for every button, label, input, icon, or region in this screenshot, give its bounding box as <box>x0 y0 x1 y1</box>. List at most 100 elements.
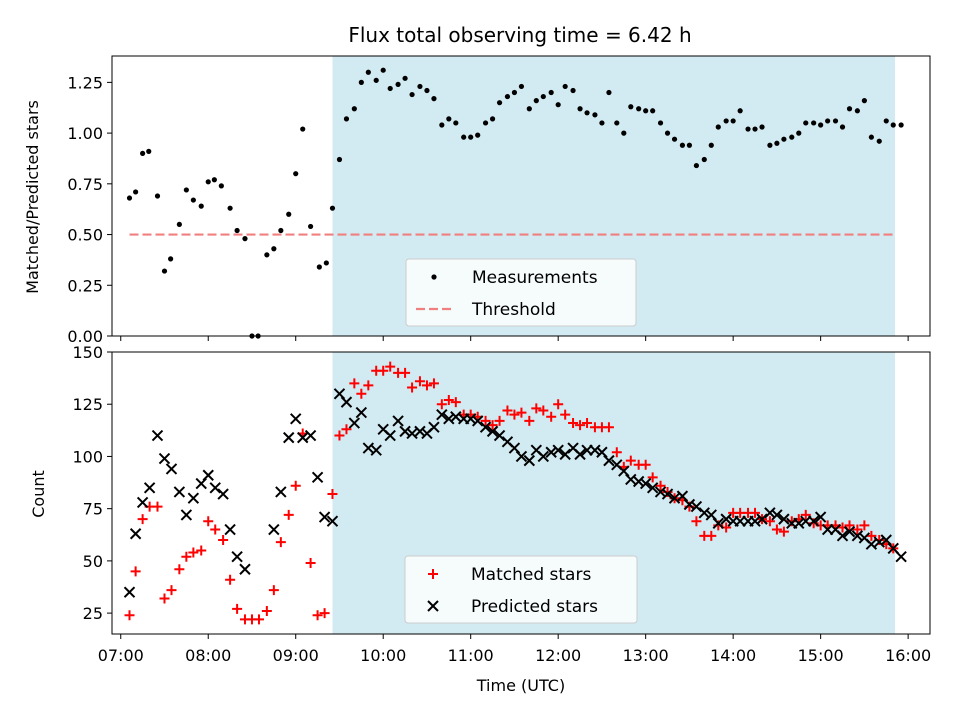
predicted-star-point <box>239 563 251 575</box>
matched-star-point <box>305 557 316 568</box>
measurements-series <box>126 67 904 339</box>
measurement-point <box>278 227 284 234</box>
measurement-point <box>555 102 561 108</box>
measurement-point <box>825 118 831 124</box>
measurement-point <box>307 223 314 230</box>
matched-star-point <box>275 537 286 548</box>
measurement-point <box>839 124 846 130</box>
predicted-star-point <box>603 454 615 467</box>
predicted-star-point <box>392 415 404 427</box>
predicted-star-point <box>895 551 907 563</box>
predicted-star-point <box>187 492 200 504</box>
measurement-point <box>811 120 817 126</box>
matched-star-point <box>502 405 513 416</box>
measurement-point <box>636 106 642 112</box>
predicted-star-point <box>202 469 214 481</box>
measurement-point <box>343 116 350 122</box>
measurement-point <box>387 85 393 92</box>
measurement-point <box>417 83 423 90</box>
measurement-point <box>803 120 809 126</box>
measurement-point <box>439 122 445 128</box>
measurement-point <box>468 134 474 140</box>
matched-star-point <box>436 399 447 410</box>
measurement-point <box>868 134 874 140</box>
matched-star-point <box>400 367 411 378</box>
predicted-star-point <box>165 463 178 475</box>
predicted-star-point <box>873 536 885 548</box>
predicted-star-point <box>428 421 440 433</box>
predicted-star-point <box>771 509 783 521</box>
x-tick-label: 10:00 <box>360 646 406 665</box>
x-tick-label: 11:00 <box>448 646 494 665</box>
matched-star-point <box>859 520 870 531</box>
measurement-point <box>796 130 802 136</box>
predicted-star-point <box>180 509 193 521</box>
predicted-star-point <box>698 507 710 519</box>
measurement-point <box>518 83 525 90</box>
measurement-point <box>234 227 240 234</box>
measurement-point <box>504 93 511 100</box>
predicted-star-point <box>836 530 849 542</box>
measurement-point <box>664 130 671 136</box>
measurement-point <box>133 189 139 195</box>
matched-star-point <box>385 361 396 372</box>
measurement-point <box>409 91 415 98</box>
measurement-point <box>489 116 496 122</box>
bottom-panel: 25 50 75 100 125 150 07:00 08:00 09:00 10:00 11:0… <box>29 343 931 695</box>
legend-label: Matched stars <box>471 565 591 585</box>
matched-star-point <box>232 603 243 614</box>
predicted-star-point <box>720 513 732 525</box>
measurement-point <box>570 87 576 94</box>
bottom-y-ticks: 25 50 75 100 125 150 <box>72 343 112 623</box>
matched-star-point <box>750 507 761 518</box>
matched-star-point <box>210 524 221 535</box>
measurement-point <box>183 187 189 193</box>
measurement-point <box>781 136 787 142</box>
matched-star-point <box>428 378 439 389</box>
predicted-star-point <box>318 511 331 523</box>
measurement-point <box>890 122 896 128</box>
matched-star-point <box>124 610 135 621</box>
predicted-star-point <box>311 471 324 484</box>
measurement-point <box>126 195 133 201</box>
measurement-point <box>599 120 605 126</box>
predicted-star-point <box>654 486 667 498</box>
predicted-star-point <box>690 500 703 513</box>
matched-star-point <box>582 418 593 429</box>
chart-title: Flux total observing time = 6.42 h <box>348 23 691 47</box>
x-tick-label: 14:00 <box>710 646 756 665</box>
y-tick-label: 0.25 <box>67 276 103 295</box>
measurement-point <box>146 148 152 154</box>
measurement-point <box>898 122 904 128</box>
top-y-ticks: 0.00 0.25 0.50 0.75 1.00 1.25 <box>67 73 112 346</box>
predicted-star-point <box>370 444 382 456</box>
predicted-star-point <box>231 551 243 563</box>
measurement-point <box>686 142 693 148</box>
measurement-point <box>140 150 146 156</box>
matched-star-point <box>487 420 498 431</box>
predicted-star-point <box>515 450 528 463</box>
measurement-point <box>562 83 568 90</box>
predicted-star-point <box>552 444 564 456</box>
y-tick-label: 25 <box>83 604 103 623</box>
y-tick-label: 1.00 <box>67 124 103 143</box>
predicted-star-point <box>559 448 571 461</box>
matched-star-point <box>480 415 491 426</box>
measurement-point <box>745 126 751 132</box>
measurement-point <box>767 142 773 148</box>
measurement-point <box>876 138 882 144</box>
y-tick-label: 150 <box>72 343 103 362</box>
predicted-star-point <box>399 425 411 438</box>
measurement-point <box>453 120 459 126</box>
predicted-star-point <box>712 517 724 529</box>
predicted-star-point <box>355 406 368 419</box>
legend-marker-measurements <box>431 274 437 280</box>
predicted-star-point <box>661 488 674 500</box>
predicted-star-point <box>574 448 586 461</box>
measurement-point <box>286 211 292 217</box>
predicted-star-point <box>756 513 768 525</box>
measurement-point <box>395 81 401 88</box>
predicted-star-point <box>443 413 455 425</box>
legend-marker-matched <box>428 569 438 579</box>
matched-star-point <box>778 526 789 537</box>
